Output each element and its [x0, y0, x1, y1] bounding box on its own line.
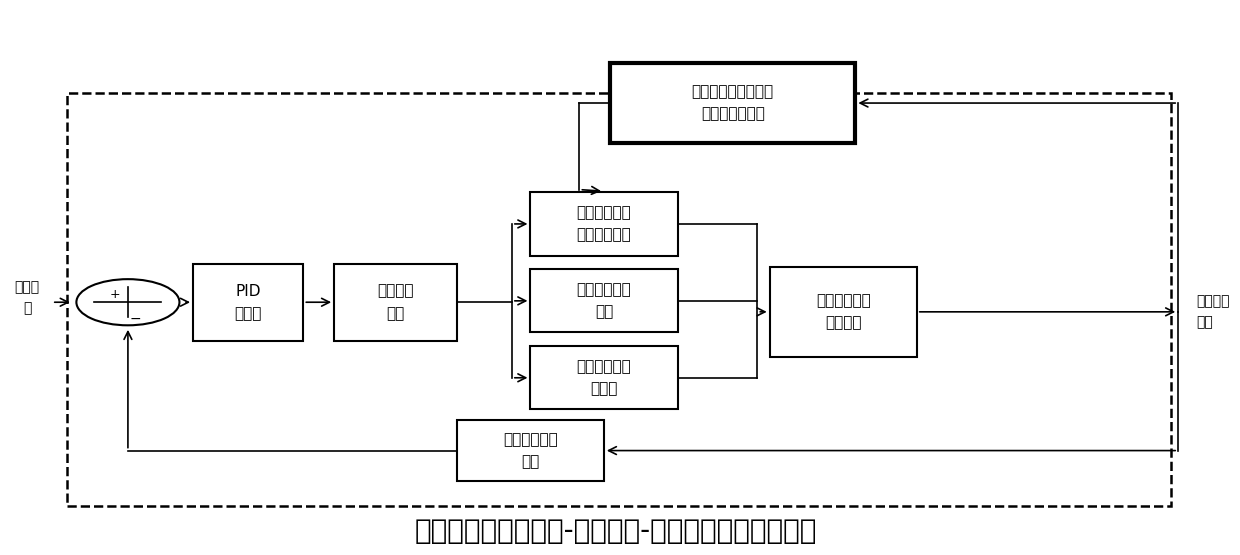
Bar — [67, 93, 1171, 506]
Text: +: + — [109, 287, 120, 301]
Circle shape — [77, 279, 180, 325]
Bar — [531, 269, 677, 332]
Text: 负载阻力距加
载模块: 负载阻力距加 载模块 — [577, 359, 631, 396]
Bar — [531, 346, 677, 410]
Text: 瞬时转速采集
模块: 瞬时转速采集 模块 — [503, 432, 558, 469]
Text: 气缸激励加载
模块: 气缸激励加载 模块 — [577, 282, 631, 320]
Bar — [531, 193, 677, 255]
Text: 飞轮瞬时
转速: 飞轮瞬时 转速 — [1197, 295, 1230, 329]
Text: 柔性轴系扭振
当量模型: 柔性轴系扭振 当量模型 — [816, 293, 870, 330]
Bar — [770, 266, 916, 357]
Text: 柴油机齿轮系统特性-轴系扭振-调速系统耦合振动模型: 柴油机齿轮系统特性-轴系扭振-调速系统耦合振动模型 — [415, 517, 817, 546]
Text: −: − — [130, 312, 141, 326]
Text: 设定转
速: 设定转 速 — [15, 280, 40, 315]
Bar — [456, 420, 604, 481]
Bar — [610, 63, 856, 143]
Text: 瞬时齿轮内部动态激
励动态修正模块: 瞬时齿轮内部动态激 励动态修正模块 — [692, 84, 774, 122]
Text: 齿轮内部动态
激励加载模块: 齿轮内部动态 激励加载模块 — [577, 205, 631, 243]
Text: 比例型执
行器: 比例型执 行器 — [377, 284, 414, 321]
Bar — [193, 264, 304, 341]
Text: PID
控制器: PID 控制器 — [234, 284, 262, 321]
Bar — [334, 264, 456, 341]
